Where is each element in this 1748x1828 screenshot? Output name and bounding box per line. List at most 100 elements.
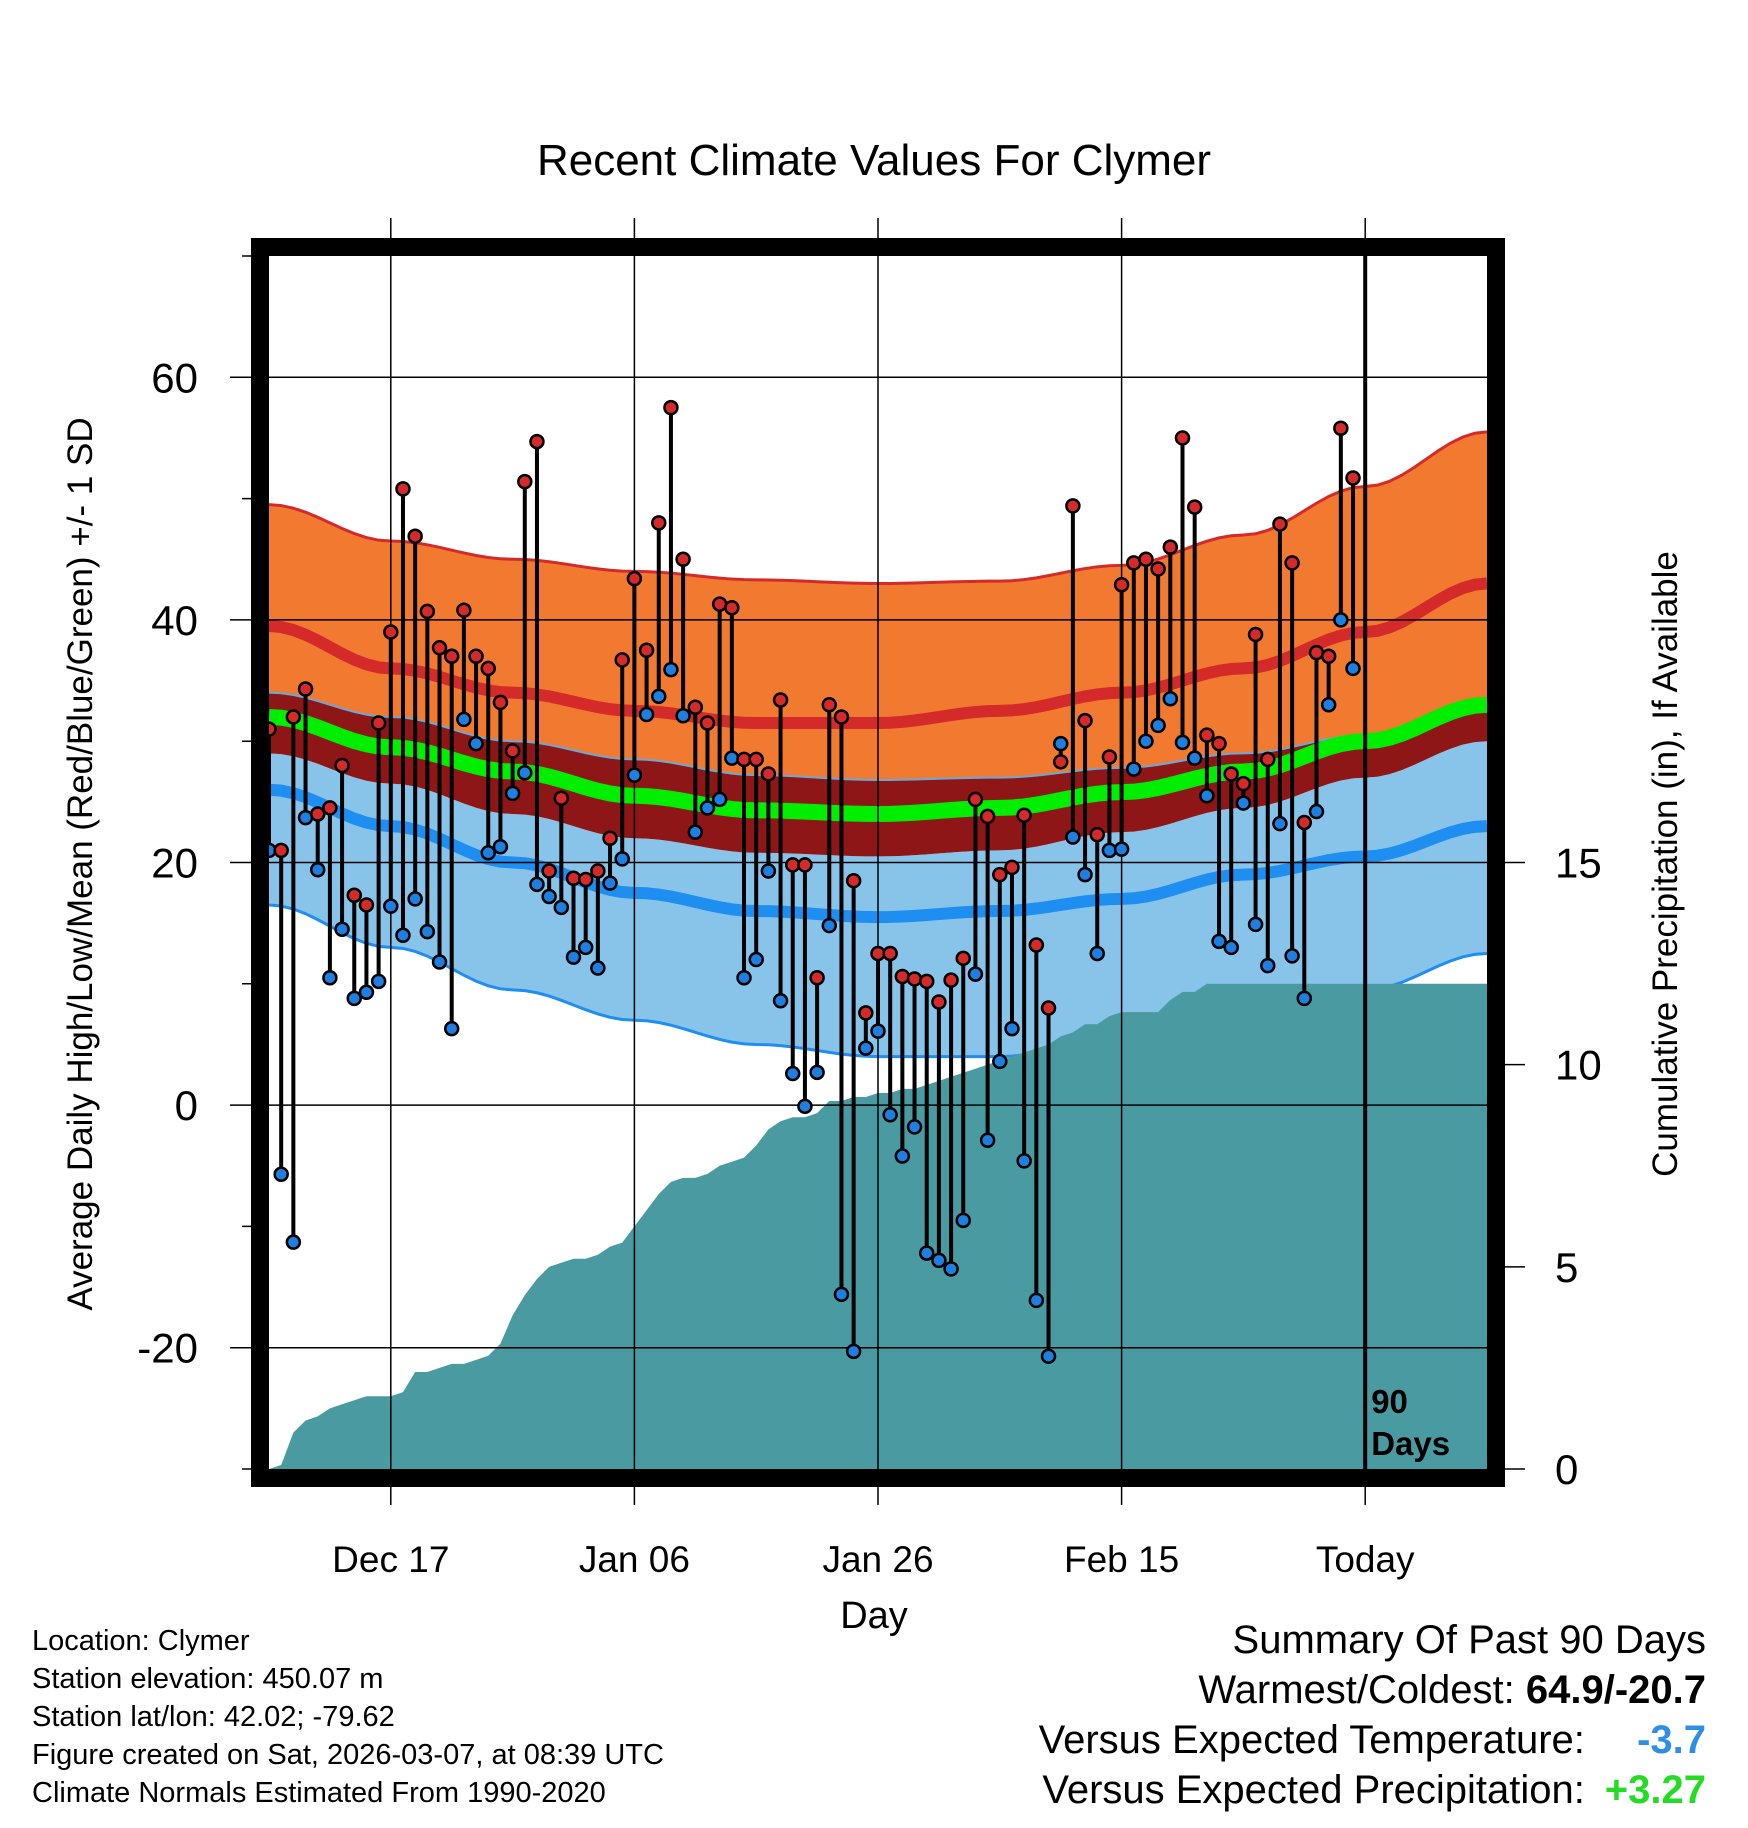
station-info: Location: Clymer Station elevation: 450.… bbox=[32, 1622, 664, 1812]
daily-high-point bbox=[443, 648, 460, 665]
daily-low-point bbox=[906, 1119, 923, 1135]
daily-high-point bbox=[979, 808, 996, 825]
daily-low-point bbox=[480, 845, 496, 861]
daily-low-point bbox=[468, 735, 484, 752]
daily-high-point bbox=[297, 681, 314, 697]
daily-low-point bbox=[1345, 660, 1361, 677]
daily-low-point bbox=[1004, 1020, 1020, 1037]
daily-low-point bbox=[517, 764, 533, 781]
daily-low-point bbox=[651, 688, 667, 705]
daily-low-point bbox=[370, 973, 387, 990]
daily-low-point bbox=[748, 951, 764, 968]
daily-high-point bbox=[358, 897, 375, 913]
plot-content: 90 Days bbox=[269, 256, 1487, 1469]
daily-low-point bbox=[443, 1020, 460, 1037]
daily-high-point bbox=[480, 660, 496, 677]
summary-extremes: Warmest/Coldest: 64.9/-20.7 bbox=[1039, 1665, 1706, 1715]
daily-high-point bbox=[346, 887, 363, 904]
daily-high-point bbox=[638, 642, 655, 658]
y-tick-label: 60 bbox=[151, 354, 198, 401]
info-elevation: Station elevation: 450.07 m bbox=[32, 1663, 384, 1695]
daily-low-point bbox=[577, 939, 594, 956]
daily-high-point bbox=[955, 950, 972, 967]
chart-title: Recent Climate Values For Clymer bbox=[537, 136, 1211, 185]
daily-high-point bbox=[590, 863, 606, 879]
info-normals: Climate Normals Estimated From 1990-2020 bbox=[32, 1777, 606, 1809]
daily-high-point bbox=[1211, 735, 1227, 752]
daily-low-point bbox=[1272, 815, 1288, 832]
x-axis-label: Day bbox=[840, 1595, 908, 1637]
daily-high-point bbox=[383, 624, 399, 640]
daily-low-point bbox=[967, 966, 984, 982]
daily-low-point bbox=[590, 960, 606, 976]
daily-low-point bbox=[504, 785, 521, 802]
y2-tick-label: 15 bbox=[1555, 840, 1602, 887]
daily-high-point bbox=[918, 973, 935, 990]
daily-high-point bbox=[1174, 430, 1191, 446]
daily-low-point bbox=[419, 923, 436, 940]
daily-high-point bbox=[1333, 420, 1349, 436]
daily-low-point bbox=[1077, 866, 1093, 883]
daily-high-point bbox=[1260, 751, 1276, 768]
daily-low-point bbox=[858, 1040, 874, 1056]
daily-low-point bbox=[845, 1343, 862, 1360]
daily-high-point bbox=[370, 715, 387, 731]
daily-high-point bbox=[419, 603, 436, 620]
daily-high-point bbox=[1345, 470, 1361, 486]
daily-low-point bbox=[882, 1107, 898, 1123]
daily-high-point bbox=[1186, 499, 1203, 515]
daily-low-point bbox=[663, 661, 679, 678]
daily-low-point bbox=[309, 862, 326, 878]
daily-low-point bbox=[736, 969, 752, 986]
daily-low-point bbox=[809, 1064, 825, 1081]
y2-tick-label: 5 bbox=[1555, 1244, 1578, 1291]
daily-low-point bbox=[1211, 933, 1227, 950]
daily-high-point bbox=[541, 863, 557, 879]
daily-low-point bbox=[541, 888, 557, 905]
daily-low-point bbox=[675, 707, 691, 724]
precip-value: +3.27 bbox=[1604, 1768, 1706, 1812]
daily-low-point bbox=[638, 706, 655, 723]
daily-high-point bbox=[1150, 561, 1166, 577]
daily-low-point bbox=[395, 927, 411, 944]
today-label-days-count: 90 bbox=[1371, 1383, 1408, 1420]
daily-low-point bbox=[1320, 697, 1337, 713]
daily-low-point bbox=[1065, 829, 1081, 845]
daily-low-point bbox=[1138, 733, 1154, 749]
daily-low-point bbox=[529, 876, 545, 893]
daily-low-point bbox=[1284, 948, 1300, 964]
daily-high-point bbox=[407, 528, 423, 544]
daily-low-point bbox=[1186, 750, 1203, 766]
daily-high-point bbox=[456, 602, 472, 618]
warmest-value: 64.9/-20.7 bbox=[1525, 1668, 1706, 1712]
daily-high-point bbox=[1004, 859, 1020, 876]
daily-low-point bbox=[492, 838, 509, 855]
daily-low-point bbox=[1333, 612, 1349, 628]
warmest-label: Warmest/Coldest: bbox=[1198, 1668, 1515, 1712]
daily-high-point bbox=[894, 968, 911, 985]
daily-low-point bbox=[285, 1234, 302, 1250]
daily-high-point bbox=[1065, 498, 1081, 514]
y2-axis-label: Cumulative Precipitation (in), If Availa… bbox=[1646, 551, 1685, 1177]
daily-high-point bbox=[1199, 727, 1215, 743]
daily-high-point bbox=[724, 600, 740, 616]
info-location: Location: Clymer bbox=[32, 1625, 250, 1657]
daily-low-point bbox=[687, 824, 704, 840]
daily-low-point bbox=[992, 1053, 1008, 1070]
daily-low-point bbox=[383, 898, 399, 914]
daily-low-point bbox=[931, 1252, 947, 1269]
daily-low-point bbox=[431, 954, 448, 970]
daily-high-point bbox=[1320, 648, 1337, 665]
daily-high-point bbox=[1077, 712, 1093, 729]
daily-low-point bbox=[1223, 939, 1239, 956]
daily-high-point bbox=[748, 751, 764, 768]
daily-low-point bbox=[1126, 761, 1142, 777]
y2-tick-label: 0 bbox=[1555, 1446, 1578, 1493]
daily-high-point bbox=[529, 433, 545, 450]
y-tick-label: 40 bbox=[151, 597, 198, 644]
daily-low-point bbox=[870, 1023, 886, 1039]
daily-low-point bbox=[1260, 957, 1276, 974]
daily-low-point bbox=[614, 851, 630, 867]
daily-low-point bbox=[553, 899, 570, 916]
